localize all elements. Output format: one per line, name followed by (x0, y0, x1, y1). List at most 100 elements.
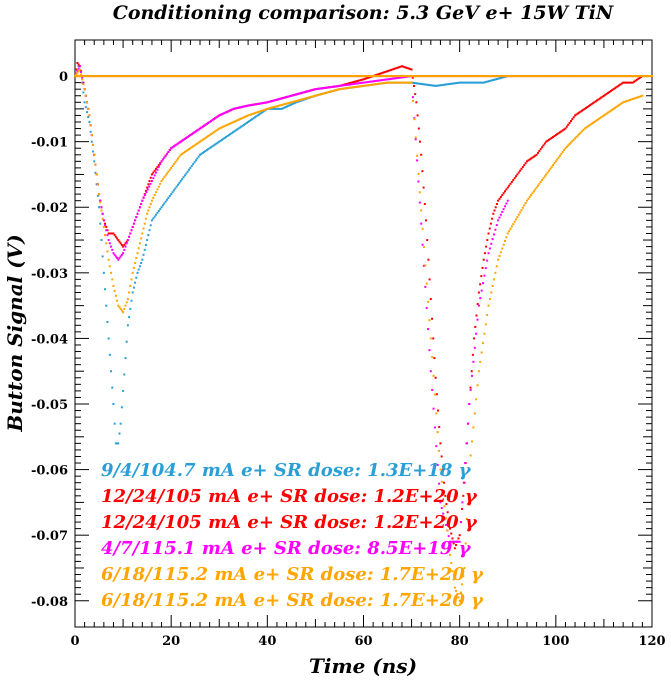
data-point (422, 83, 425, 86)
data-point (390, 77, 393, 80)
data-point (274, 105, 277, 108)
data-point (489, 75, 492, 78)
data-point (117, 258, 120, 261)
data-point (252, 75, 255, 78)
y-tick-label: -0.02 (31, 201, 68, 216)
data-point (383, 78, 386, 81)
data-point (494, 75, 497, 78)
data-point (411, 81, 414, 84)
data-point (495, 224, 498, 227)
data-point (492, 75, 495, 78)
data-point (501, 210, 504, 213)
data-point (152, 75, 155, 78)
data-point (120, 253, 123, 256)
data-point (227, 123, 230, 126)
data-point (146, 75, 149, 78)
data-point (283, 75, 286, 78)
data-point (280, 107, 283, 110)
data-point (351, 75, 354, 78)
data-point (80, 73, 83, 76)
data-point (552, 135, 555, 138)
data-point (466, 81, 469, 84)
data-point (193, 161, 196, 164)
data-point (567, 75, 570, 78)
data-point (260, 102, 263, 105)
data-point (289, 95, 292, 98)
data-point (236, 119, 239, 122)
data-point (380, 72, 383, 75)
data-point (432, 374, 435, 377)
data-point (166, 172, 169, 175)
data-point (215, 129, 218, 132)
data-point (387, 75, 390, 78)
data-point (429, 75, 432, 78)
data-point (302, 75, 305, 78)
data-point (361, 85, 364, 88)
data-point (75, 73, 78, 76)
data-point (214, 130, 217, 133)
data-point (282, 103, 285, 106)
data-point (322, 75, 325, 78)
data-point (640, 95, 643, 98)
data-point (197, 128, 200, 131)
data-point (369, 75, 372, 78)
data-point (337, 75, 340, 78)
data-point (208, 134, 211, 137)
data-point (426, 239, 429, 242)
data-point (445, 75, 448, 78)
data-point (354, 80, 357, 83)
data-point (275, 107, 278, 110)
data-point (276, 107, 279, 110)
data-point (281, 97, 284, 100)
data-point (373, 80, 376, 83)
data-point (145, 75, 148, 78)
data-point (270, 106, 273, 109)
data-point (478, 75, 481, 78)
data-point (648, 75, 651, 78)
data-point (553, 162, 556, 165)
data-point (194, 159, 197, 162)
data-point (262, 109, 265, 112)
data-point (384, 75, 387, 78)
data-point (147, 209, 150, 212)
data-point (550, 75, 553, 78)
data-point (87, 116, 90, 119)
data-point (480, 275, 483, 278)
data-point (366, 81, 369, 84)
data-point (498, 197, 501, 200)
data-point (502, 76, 505, 79)
data-point (119, 255, 122, 258)
data-point (271, 107, 274, 110)
data-point (477, 81, 480, 84)
data-point (398, 75, 401, 78)
data-point (556, 133, 559, 136)
data-point (552, 75, 555, 78)
data-point (275, 98, 278, 101)
data-point (418, 75, 421, 78)
data-point (321, 92, 324, 95)
data-point (633, 80, 636, 83)
data-point (417, 180, 420, 183)
data-point (382, 75, 384, 78)
data-point (606, 75, 609, 78)
data-point (264, 101, 267, 104)
data-point (439, 75, 442, 78)
data-point (421, 243, 424, 246)
data-point (469, 388, 472, 391)
data-point (222, 137, 225, 140)
data-point (290, 94, 293, 97)
data-point (116, 442, 119, 445)
data-point (414, 75, 417, 78)
data-point (338, 88, 341, 91)
data-point (333, 75, 336, 78)
data-point (354, 86, 357, 88)
data-point (194, 143, 197, 146)
data-point (118, 306, 121, 309)
data-point (314, 75, 317, 78)
data-point (382, 78, 385, 81)
data-point (177, 183, 180, 186)
data-point (488, 298, 491, 301)
data-point (218, 127, 221, 130)
data-point (163, 202, 166, 205)
data-point (142, 196, 145, 199)
